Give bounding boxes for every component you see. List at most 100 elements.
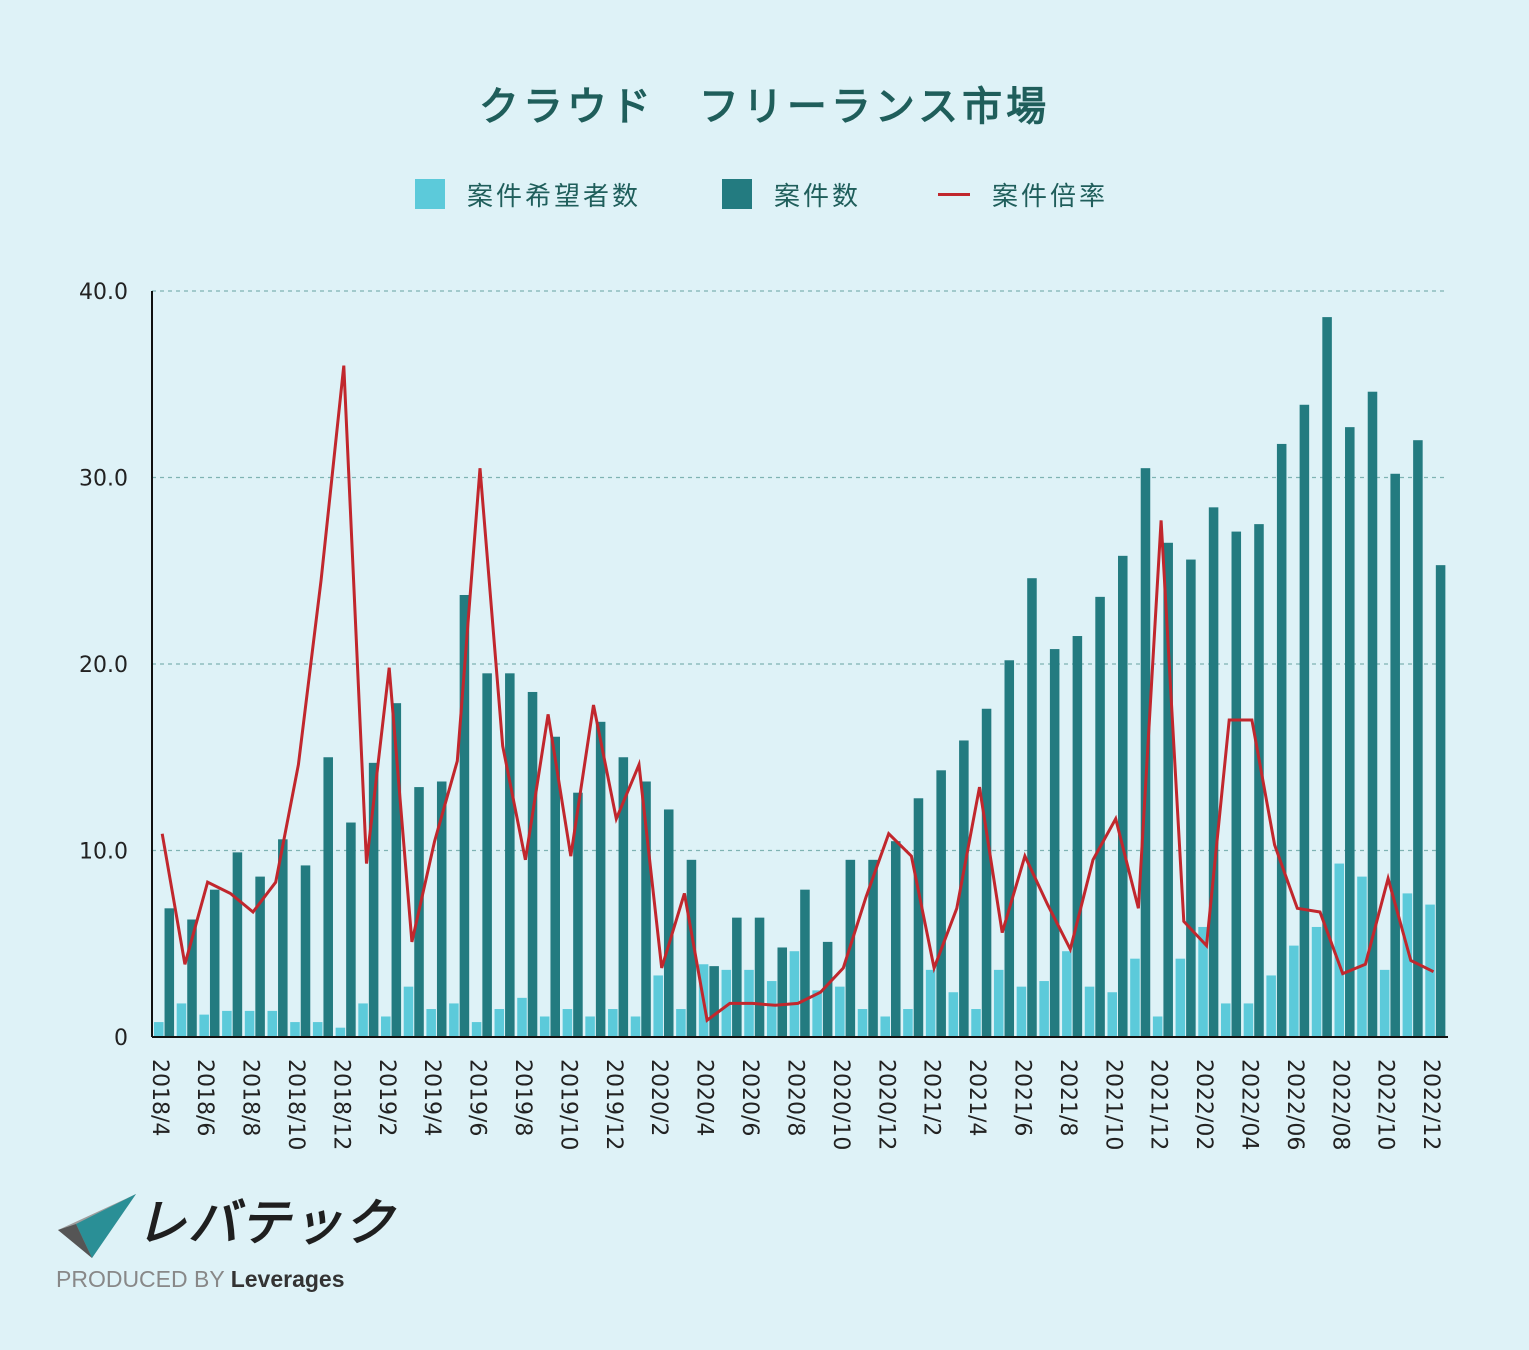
y-tick-label: 10.0	[79, 840, 128, 865]
bar-projects	[1186, 559, 1196, 1037]
x-tick-label: 2019/2	[374, 1059, 399, 1136]
bar-projects	[573, 792, 583, 1037]
bar-applicants	[1039, 981, 1049, 1037]
bar-applicants	[1402, 893, 1413, 1037]
bar-projects	[1299, 404, 1310, 1037]
bar-projects	[1140, 468, 1151, 1037]
bar-applicants	[1311, 926, 1322, 1037]
y-tick-label: 40.0	[79, 280, 128, 305]
bar-projects	[686, 859, 697, 1037]
bar-projects	[346, 822, 356, 1037]
bar-applicants	[449, 1003, 459, 1037]
bar-applicants	[1243, 1003, 1254, 1037]
x-tick-label: 2019/12	[601, 1059, 626, 1150]
bar-applicants	[1084, 986, 1095, 1037]
x-tick-label: 2018/4	[147, 1059, 172, 1136]
bar-applicants	[1062, 951, 1072, 1037]
bar-applicants	[630, 1016, 641, 1037]
x-tick-label: 2020/8	[782, 1059, 807, 1136]
bar-projects	[527, 691, 538, 1037]
bar-applicants	[903, 1009, 913, 1037]
bar-projects	[800, 889, 810, 1037]
bar-projects	[1390, 473, 1400, 1037]
x-tick-label: 2022/10	[1373, 1059, 1398, 1150]
bar-applicants	[1334, 863, 1345, 1037]
bar-projects	[641, 781, 651, 1037]
bar-applicants	[222, 1010, 232, 1037]
x-tick-label: 2022/04	[1236, 1059, 1261, 1150]
bar-applicants	[1175, 958, 1186, 1037]
bar-projects	[981, 708, 992, 1037]
logo-brand-text: レバテック	[136, 1194, 396, 1252]
bar-projects	[1413, 440, 1423, 1037]
x-tick-label: 2019/4	[419, 1059, 444, 1136]
bar-applicants	[471, 1022, 482, 1037]
bar-applicants	[312, 1022, 323, 1037]
bar-projects	[1027, 578, 1037, 1037]
bar-applicants	[199, 1014, 209, 1037]
bar-projects	[164, 908, 175, 1037]
bar-applicants	[1016, 986, 1027, 1037]
bar-projects	[300, 865, 311, 1037]
bar-projects	[209, 889, 220, 1037]
x-tick-label: 2021/2	[919, 1059, 944, 1136]
x-tick-label: 2020/4	[692, 1059, 717, 1136]
bar-applicants	[585, 1016, 595, 1037]
bar-projects	[1004, 660, 1015, 1037]
produced-by: PRODUCED BY Leverages	[56, 1266, 345, 1293]
bar-applicants	[562, 1009, 573, 1037]
x-tick-label: 2021/8	[1055, 1059, 1080, 1136]
bar-projects	[913, 798, 924, 1037]
bar-applicants	[721, 969, 732, 1037]
bar-applicants	[1107, 992, 1118, 1037]
company-name: Leverages	[230, 1266, 345, 1292]
bar-applicants	[403, 986, 414, 1037]
bar-applicants	[1289, 945, 1299, 1037]
legend-label-ratio: 案件倍率	[992, 181, 1109, 212]
bar-projects	[436, 781, 447, 1037]
bar-projects	[709, 966, 719, 1037]
legend: 案件希望者数 案件数 案件倍率	[0, 172, 1529, 216]
chart-title: クラウド フリーランス市場	[478, 84, 1051, 130]
bar-projects	[732, 917, 742, 1037]
bar-projects	[959, 740, 969, 1037]
y-tick-label: 30.0	[79, 467, 128, 492]
bar-projects	[663, 809, 674, 1037]
bar-applicants	[971, 1009, 981, 1037]
x-tick-label: 2020/12	[873, 1059, 898, 1150]
bar-applicants	[176, 1003, 187, 1037]
bar-applicants	[267, 1010, 278, 1037]
bar-projects	[595, 721, 606, 1037]
bar-projects	[618, 757, 629, 1037]
x-tick-label: 2019/8	[510, 1059, 535, 1136]
bar-applicants	[880, 1016, 890, 1037]
bar-applicants	[789, 951, 800, 1037]
bar-projects	[1435, 565, 1446, 1037]
x-axis-ticks: 2018/4 2018/6 2018/8 2018/10 2018/12 2019/2 20…	[147, 1059, 1443, 1150]
x-tick-label: 2022/08	[1327, 1059, 1352, 1150]
legend-item-projects: 案件数	[722, 172, 861, 216]
gridlines	[152, 290, 1446, 852]
x-tick-label: 2022/02	[1191, 1059, 1216, 1150]
bar-projects	[822, 941, 833, 1037]
axes	[151, 291, 1448, 1038]
bar-projects	[278, 839, 288, 1037]
x-tick-label: 2021/4	[964, 1059, 989, 1136]
bar-projects	[868, 859, 878, 1037]
bar-projects	[1231, 531, 1242, 1037]
bar-applicants	[244, 1010, 255, 1037]
bar-projects	[323, 757, 333, 1037]
bar-projects	[1049, 649, 1060, 1037]
x-tick-label: 2018/8	[238, 1059, 263, 1136]
bar-applicants	[1266, 975, 1276, 1037]
x-tick-label: 2020/6	[737, 1059, 762, 1136]
bar-projects	[550, 736, 560, 1037]
x-tick-label: 2019/6	[465, 1059, 490, 1136]
x-tick-label: 2021/10	[1100, 1059, 1125, 1150]
y-tick-label: 0	[114, 1026, 128, 1051]
bar-applicants	[1152, 1016, 1163, 1037]
bar-applicants	[653, 975, 663, 1037]
bar-applicants	[1357, 876, 1367, 1037]
x-tick-label: 2022/06	[1282, 1059, 1307, 1150]
legend-label-projects: 案件数	[774, 181, 862, 212]
